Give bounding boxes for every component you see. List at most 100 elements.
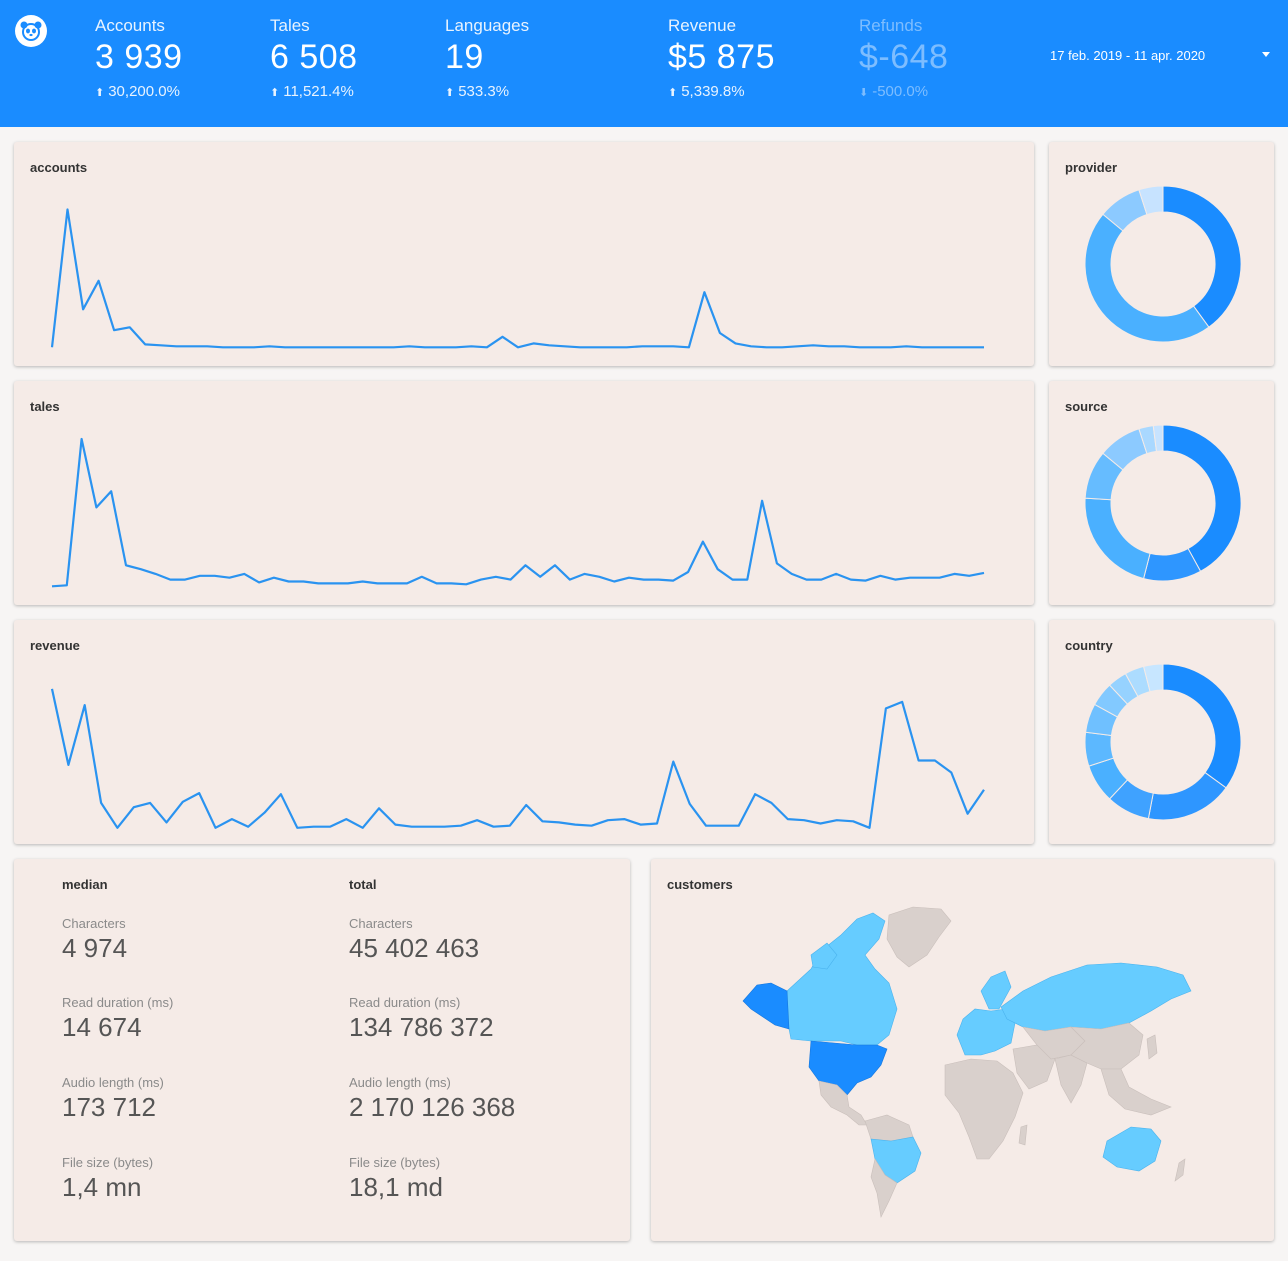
accounts-point-31[interactable] [531,340,537,346]
accounts-point-26[interactable] [453,344,459,350]
tales-point-60[interactable] [937,575,943,581]
accounts-point-10[interactable] [204,343,210,349]
provider-slice-1[interactable] [1084,213,1210,343]
revenue-point-4[interactable] [114,825,120,831]
accounts-point-14[interactable] [267,343,273,349]
revenue-point-46[interactable] [801,817,807,823]
accounts-point-46[interactable] [764,344,770,350]
tales-point-21[interactable] [360,579,366,585]
tales-point-3[interactable] [93,504,99,510]
country-donut-chart[interactable] [1049,620,1274,844]
accounts-point-50[interactable] [826,343,832,349]
provider-donut-chart[interactable] [1049,142,1274,366]
accounts-point-29[interactable] [500,334,506,340]
revenue-point-7[interactable] [164,819,170,825]
country-slice-0[interactable] [1162,663,1242,789]
revenue-point-5[interactable] [131,804,137,810]
accounts-point-17[interactable] [313,344,319,350]
tales-point-22[interactable] [375,580,381,586]
tales-point-49[interactable] [774,560,780,566]
accounts-point-9[interactable] [189,343,195,349]
revenue-point-57[interactable] [981,787,987,793]
tales-point-44[interactable] [700,539,706,545]
tales-point-34[interactable] [552,562,558,568]
accounts-point-25[interactable] [437,344,443,350]
map-region-alaska[interactable] [742,982,790,1030]
map-region-africa[interactable] [944,1058,1024,1160]
accounts-point-53[interactable] [872,344,878,350]
accounts-point-8[interactable] [173,343,179,349]
accounts-point-7[interactable] [158,342,164,348]
tales-point-17[interactable] [301,579,307,585]
tales-point-59[interactable] [922,575,928,581]
tales-point-62[interactable] [966,573,972,579]
accounts-point-57[interactable] [934,344,940,350]
tales-point-41[interactable] [656,577,662,583]
accounts-point-39[interactable] [655,343,661,349]
map-region-canada[interactable] [786,912,898,1046]
accounts-point-20[interactable] [360,344,366,350]
accounts-point-27[interactable] [468,343,474,349]
accounts-point-15[interactable] [282,344,288,350]
accounts-point-42[interactable] [701,289,707,295]
caret-down-icon[interactable] [1262,52,1270,57]
accounts-point-43[interactable] [717,330,723,336]
revenue-point-36[interactable] [638,822,644,828]
provider-slice-0[interactable] [1162,185,1242,328]
revenue-point-41[interactable] [719,823,725,829]
revenue-point-26[interactable] [474,817,480,823]
accounts-point-58[interactable] [950,344,956,350]
accounts-point-54[interactable] [888,344,894,350]
accounts-point-2[interactable] [80,306,86,312]
revenue-point-42[interactable] [736,823,742,829]
tales-point-63[interactable] [981,570,987,576]
revenue-point-8[interactable] [180,799,186,805]
accounts-point-30[interactable] [515,344,521,350]
tales-point-33[interactable] [537,574,543,580]
accounts-point-19[interactable] [344,344,350,350]
accounts-point-5[interactable] [127,324,133,330]
revenue-point-52[interactable] [899,699,905,705]
world-map[interactable] [651,859,1274,1241]
accounts-point-28[interactable] [484,344,490,350]
tales-point-42[interactable] [670,578,676,584]
revenue-point-53[interactable] [916,758,922,764]
accounts-point-13[interactable] [251,344,257,350]
accounts-point-1[interactable] [65,207,71,213]
tales-point-32[interactable] [522,562,528,568]
source-donut-chart[interactable] [1049,381,1274,605]
tales-point-0[interactable] [49,583,55,589]
revenue-point-34[interactable] [605,817,611,823]
revenue-point-35[interactable] [621,816,627,822]
country-slice-1[interactable] [1147,771,1227,821]
tales-point-45[interactable] [715,566,721,572]
accounts-point-22[interactable] [391,344,397,350]
accounts-point-21[interactable] [375,344,381,350]
accounts-point-47[interactable] [779,344,785,350]
tales-point-57[interactable] [892,577,898,583]
revenue-point-9[interactable] [196,790,202,796]
revenue-point-3[interactable] [98,800,104,806]
accounts-point-23[interactable] [406,343,412,349]
revenue-point-23[interactable] [425,824,431,830]
revenue-point-16[interactable] [311,824,317,830]
accounts-point-51[interactable] [841,343,847,349]
revenue-point-22[interactable] [409,824,415,830]
tales-point-25[interactable] [419,574,425,580]
tales-point-10[interactable] [197,573,203,579]
revenue-point-29[interactable] [523,802,529,808]
tales-point-36[interactable] [582,571,588,577]
tales-point-9[interactable] [182,577,188,583]
map-region-india[interactable] [1054,1054,1088,1104]
accounts-point-37[interactable] [624,344,630,350]
revenue-point-12[interactable] [245,824,251,830]
map-region-madagascar[interactable] [1018,1124,1028,1146]
map-region-south-america-north[interactable] [864,1114,914,1142]
tales-point-12[interactable] [227,575,233,581]
tales-point-20[interactable] [345,580,351,586]
revenue-point-30[interactable] [540,818,546,824]
accounts-point-11[interactable] [220,344,226,350]
tales-point-19[interactable] [330,580,336,586]
map-region-south-america-south[interactable] [870,1158,898,1218]
tales-point-6[interactable] [138,566,144,572]
